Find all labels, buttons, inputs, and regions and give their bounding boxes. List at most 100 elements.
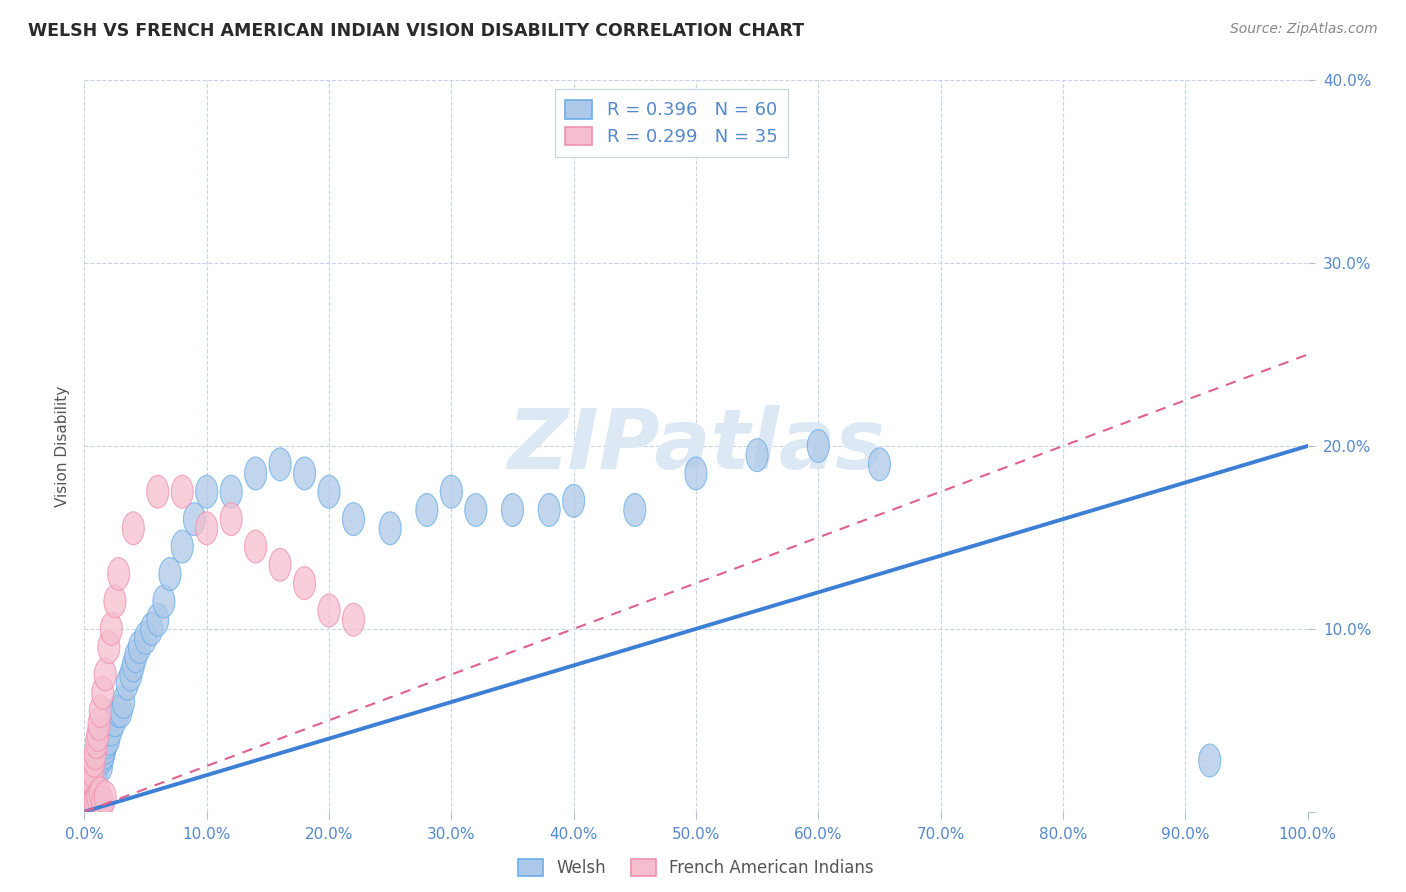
Ellipse shape	[80, 786, 101, 819]
Text: ZIPatlas: ZIPatlas	[508, 406, 884, 486]
Ellipse shape	[79, 777, 100, 810]
Ellipse shape	[83, 763, 105, 796]
Ellipse shape	[91, 676, 114, 709]
Ellipse shape	[440, 475, 463, 508]
Ellipse shape	[343, 603, 364, 636]
Ellipse shape	[172, 530, 193, 563]
Ellipse shape	[82, 755, 104, 788]
Ellipse shape	[87, 749, 108, 782]
Ellipse shape	[104, 704, 127, 737]
Ellipse shape	[89, 744, 110, 777]
Ellipse shape	[82, 788, 104, 821]
Ellipse shape	[94, 658, 117, 691]
Ellipse shape	[82, 789, 104, 822]
Ellipse shape	[80, 763, 103, 796]
Ellipse shape	[221, 503, 242, 535]
Ellipse shape	[141, 613, 163, 645]
Ellipse shape	[87, 780, 108, 814]
Ellipse shape	[153, 585, 174, 618]
Ellipse shape	[112, 686, 135, 718]
Ellipse shape	[195, 475, 218, 508]
Ellipse shape	[76, 786, 98, 819]
Ellipse shape	[465, 493, 486, 526]
Ellipse shape	[146, 475, 169, 508]
Ellipse shape	[76, 786, 98, 819]
Ellipse shape	[89, 788, 110, 821]
Ellipse shape	[685, 457, 707, 490]
Ellipse shape	[807, 430, 830, 462]
Ellipse shape	[624, 493, 645, 526]
Ellipse shape	[122, 512, 145, 545]
Ellipse shape	[108, 558, 129, 591]
Ellipse shape	[117, 667, 138, 700]
Ellipse shape	[502, 493, 523, 526]
Ellipse shape	[89, 707, 110, 740]
Ellipse shape	[538, 493, 560, 526]
Ellipse shape	[110, 695, 132, 728]
Ellipse shape	[269, 448, 291, 481]
Ellipse shape	[221, 475, 242, 508]
Ellipse shape	[90, 749, 112, 782]
Ellipse shape	[89, 695, 111, 728]
Ellipse shape	[84, 759, 107, 791]
Ellipse shape	[89, 740, 111, 773]
Ellipse shape	[318, 475, 340, 508]
Ellipse shape	[100, 713, 122, 746]
Text: Source: ZipAtlas.com: Source: ZipAtlas.com	[1230, 22, 1378, 37]
Ellipse shape	[94, 731, 117, 764]
Ellipse shape	[869, 448, 890, 481]
Ellipse shape	[104, 585, 127, 618]
Ellipse shape	[98, 631, 120, 664]
Ellipse shape	[84, 784, 107, 817]
Ellipse shape	[80, 777, 101, 810]
Ellipse shape	[82, 768, 104, 801]
Ellipse shape	[86, 726, 108, 759]
Ellipse shape	[135, 622, 156, 655]
Ellipse shape	[245, 457, 267, 490]
Ellipse shape	[120, 658, 142, 691]
Ellipse shape	[416, 493, 437, 526]
Ellipse shape	[146, 603, 169, 636]
Ellipse shape	[91, 786, 114, 819]
Ellipse shape	[84, 737, 107, 770]
Ellipse shape	[108, 695, 129, 728]
Ellipse shape	[79, 777, 100, 810]
Ellipse shape	[195, 512, 218, 545]
Ellipse shape	[83, 744, 105, 777]
Ellipse shape	[380, 512, 401, 545]
Ellipse shape	[77, 780, 98, 814]
Ellipse shape	[80, 773, 103, 806]
Ellipse shape	[562, 484, 585, 517]
Y-axis label: Vision Disability: Vision Disability	[55, 385, 70, 507]
Ellipse shape	[98, 723, 120, 755]
Ellipse shape	[245, 530, 267, 563]
Ellipse shape	[77, 780, 98, 814]
Legend: Welsh, French American Indians: Welsh, French American Indians	[512, 853, 880, 884]
Ellipse shape	[87, 718, 108, 751]
Ellipse shape	[91, 740, 114, 773]
Ellipse shape	[93, 737, 115, 770]
Ellipse shape	[125, 640, 146, 673]
Ellipse shape	[128, 631, 150, 664]
Ellipse shape	[747, 439, 768, 472]
Ellipse shape	[294, 566, 315, 599]
Ellipse shape	[84, 784, 107, 817]
Ellipse shape	[294, 457, 315, 490]
Ellipse shape	[159, 558, 181, 591]
Ellipse shape	[94, 780, 117, 814]
Ellipse shape	[183, 503, 205, 535]
Ellipse shape	[122, 649, 145, 681]
Ellipse shape	[89, 777, 111, 810]
Ellipse shape	[80, 789, 101, 822]
Ellipse shape	[172, 475, 193, 508]
Text: WELSH VS FRENCH AMERICAN INDIAN VISION DISABILITY CORRELATION CHART: WELSH VS FRENCH AMERICAN INDIAN VISION D…	[28, 22, 804, 40]
Ellipse shape	[343, 503, 364, 535]
Ellipse shape	[77, 789, 98, 822]
Ellipse shape	[86, 755, 108, 788]
Ellipse shape	[80, 768, 101, 801]
Ellipse shape	[318, 594, 340, 627]
Ellipse shape	[269, 549, 291, 582]
Ellipse shape	[100, 613, 122, 645]
Ellipse shape	[1199, 744, 1220, 777]
Ellipse shape	[96, 726, 117, 759]
